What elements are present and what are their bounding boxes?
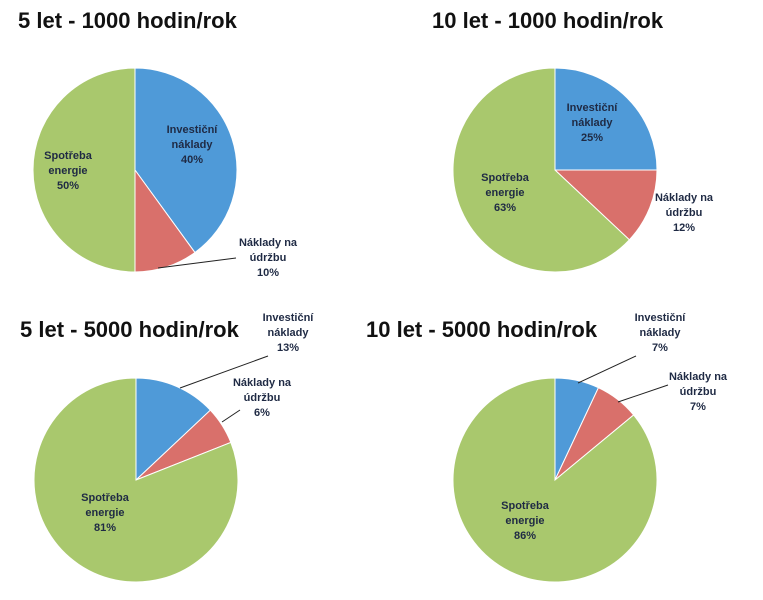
- slice-label-investicni-naklady: Investiční náklady 7%: [635, 312, 687, 354]
- chart-title: 10 let - 1000 hodin/rok: [432, 8, 664, 33]
- slice-label-line: Náklady na: [233, 377, 292, 389]
- slice-label-line: údržbu: [680, 386, 717, 398]
- slice-label-line: náklady: [172, 139, 214, 151]
- slice-label-line: energie: [505, 515, 544, 527]
- pie-chart-3: 5 let - 5000 hodin/rok Investiční náklady 1…: [20, 312, 315, 583]
- slice-label-naklady-na-udrzbu: Náklady na údržbu 12%: [655, 192, 714, 234]
- slice-investicni-naklady: [135, 377, 212, 482]
- leader-line-investicni-naklady: [577, 355, 637, 384]
- slice-percent: 63%: [494, 202, 516, 214]
- slice-label-line: údržbu: [666, 207, 703, 219]
- slice-naklady-na-udrzbu: [553, 169, 658, 241]
- slice-label-line: náklady: [572, 117, 614, 129]
- slice-label-line: energie: [48, 165, 87, 177]
- slice-label-line: Spotřeba: [501, 500, 550, 512]
- slice-label-spotreba-energie: Spotřeba energie 50%: [44, 150, 93, 192]
- slice-label-line: Investiční: [263, 312, 315, 324]
- leader-line-investicni-naklady: [179, 355, 269, 389]
- slice-label-line: Investiční: [567, 102, 619, 114]
- slice-label-line: náklady: [268, 327, 310, 339]
- slice-label-line: Spotřeba: [481, 172, 530, 184]
- slice-percent: 13%: [277, 342, 299, 354]
- slice-percent: 10%: [257, 267, 279, 279]
- slice-label-spotreba-energie: Spotřeba energie 81%: [81, 492, 130, 534]
- slice-label-investicni-naklady: Investiční náklady 40%: [167, 124, 219, 166]
- slice-label-line: Náklady na: [669, 371, 728, 383]
- slice-label-line: Spotřeba: [44, 150, 93, 162]
- slice-spotreba-energie: [452, 377, 658, 583]
- slice-label-line: energie: [485, 187, 524, 199]
- slice-label-line: Náklady na: [239, 237, 298, 249]
- slice-label-line: Spotřeba: [81, 492, 130, 504]
- slice-percent: 40%: [181, 154, 203, 166]
- slice-percent: 6%: [254, 407, 270, 419]
- slice-label-naklady-na-udrzbu: Náklady na údržbu 6%: [233, 377, 292, 419]
- slice-label-investicni-naklady: Investiční náklady 25%: [567, 102, 619, 144]
- pie-chart-2: 10 let - 1000 hodin/rok Investiční náklady…: [432, 8, 714, 273]
- slice-label-line: údržbu: [250, 252, 287, 264]
- slice-label-line: Investiční: [635, 312, 687, 324]
- slice-spotreba-energie: [33, 377, 239, 583]
- slice-label-spotreba-energie: Spotřeba energie 63%: [481, 172, 530, 214]
- slice-percent: 7%: [690, 401, 706, 413]
- chart-title: 5 let - 5000 hodin/rok: [20, 317, 240, 342]
- chart-title: 10 let - 5000 hodin/rok: [366, 317, 598, 342]
- slice-label-naklady-na-udrzbu: Náklady na údržbu 7%: [669, 371, 728, 413]
- slice-label-investicni-naklady: Investiční náklady 13%: [263, 312, 315, 354]
- slice-percent: 7%: [652, 342, 668, 354]
- slice-label-line: Investiční: [167, 124, 219, 136]
- chart-title: 5 let - 1000 hodin/rok: [18, 8, 238, 33]
- leader-line-naklady-na-udrzbu: [157, 257, 237, 269]
- slice-percent: 86%: [514, 530, 536, 542]
- slice-spotreba-energie: [32, 67, 136, 273]
- leader-line-naklady-na-udrzbu: [221, 409, 241, 423]
- slice-percent: 25%: [581, 132, 603, 144]
- slice-label-line: energie: [85, 507, 124, 519]
- slice-percent: 81%: [94, 522, 116, 534]
- slice-investicni-naklady: [134, 67, 238, 254]
- slice-investicni-naklady: [554, 67, 658, 171]
- slice-percent: 12%: [673, 222, 695, 234]
- slice-percent: 50%: [57, 180, 79, 192]
- pie-chart-4: 10 let - 5000 hodin/rok Investiční náklady…: [366, 312, 728, 583]
- leader-line-naklady-na-udrzbu: [617, 384, 669, 403]
- pie-chart-1: 5 let - 1000 hodin/rok Investiční náklady 4…: [18, 8, 298, 279]
- slice-label-line: Náklady na: [655, 192, 714, 204]
- slice-label-spotreba-energie: Spotřeba energie 86%: [501, 500, 550, 542]
- slice-label-naklady-na-udrzbu: Náklady na údržbu 10%: [239, 237, 298, 279]
- slice-label-line: údržbu: [244, 392, 281, 404]
- slice-spotreba-energie: [452, 67, 631, 273]
- slice-label-line: náklady: [640, 327, 682, 339]
